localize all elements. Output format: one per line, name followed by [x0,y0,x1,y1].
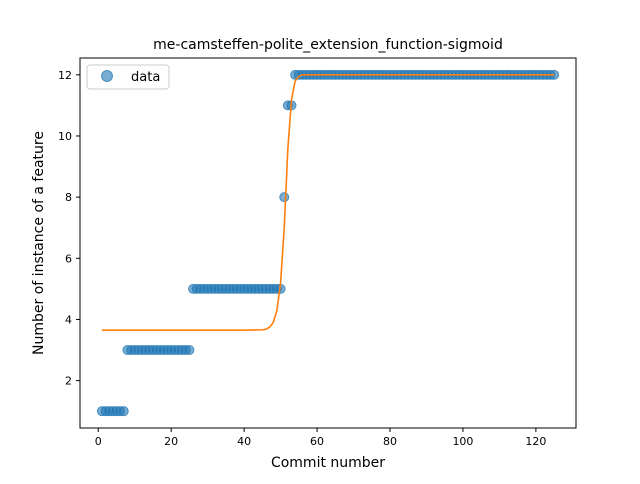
y-axis-label: Number of instance of a feature [31,131,47,355]
legend-data-label: data [131,70,160,85]
series-layer [96,69,560,417]
x-tick-label: 120 [525,435,546,448]
x-tick-label: 20 [164,435,178,448]
sigmoid-fit-line [101,74,555,331]
x-tick-label: 60 [310,435,324,448]
chart-title: me-camsteffen-polite_extension_function-… [153,37,503,53]
y-tick-label: 10 [58,130,72,143]
legend-data-marker [101,70,113,82]
x-axis-ticks: 0 20 40 60 80 100 120 [95,428,546,448]
x-tick-label: 40 [237,435,251,448]
x-tick-label: 80 [383,435,397,448]
y-tick-label: 6 [65,252,72,265]
y-tick-label: 2 [65,375,72,388]
y-tick-label: 12 [58,69,72,82]
data-point [118,406,129,417]
legend: data [86,64,170,90]
y-tick-label: 4 [65,313,72,326]
x-tick-label: 0 [95,435,102,448]
y-axis-ticks: 2 4 6 8 10 12 [58,69,80,388]
x-tick-label: 100 [452,435,473,448]
plot-frame [79,57,577,429]
y-tick-label: 8 [65,191,72,204]
data-point [184,345,195,356]
x-axis-label: Commit number [271,455,385,471]
data-point [279,192,290,203]
plot-area-background [80,58,576,428]
